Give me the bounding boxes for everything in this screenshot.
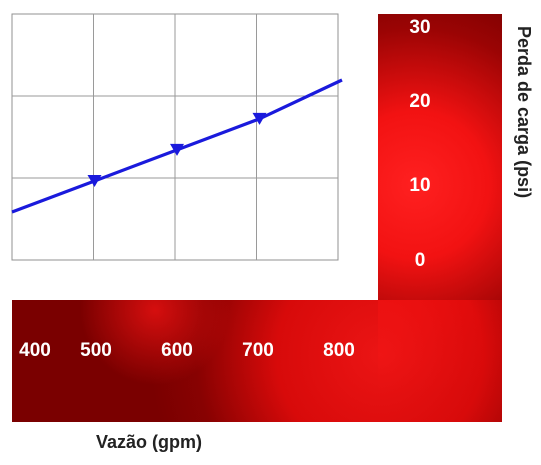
y-tick-label: 0 bbox=[415, 250, 426, 271]
grid-lines bbox=[12, 14, 338, 260]
x-tick-label: 600 bbox=[161, 340, 193, 361]
frame-glow-spot bbox=[12, 300, 312, 422]
x-tick-label: 700 bbox=[242, 340, 274, 361]
axis-frame bbox=[12, 14, 502, 422]
y-tick-label: 20 bbox=[409, 91, 430, 112]
series-marker bbox=[170, 143, 184, 156]
x-tick-label: 400 bbox=[19, 340, 51, 361]
x-tick-labels: 400 500 600 700 800 bbox=[19, 340, 355, 361]
y-axis-label: Perda de carga (psi) bbox=[514, 26, 534, 198]
series-marker bbox=[252, 112, 267, 125]
data-series bbox=[11, 78, 343, 214]
x-tick-label: 500 bbox=[80, 340, 112, 361]
y-tick-label: 30 bbox=[409, 17, 430, 38]
x-tick-label: 800 bbox=[323, 340, 355, 361]
x-axis-label: Vazão (gpm) bbox=[96, 432, 202, 452]
series-marker bbox=[87, 174, 102, 187]
y-tick-label: 10 bbox=[409, 175, 430, 196]
y-tick-labels: 0 10 20 30 bbox=[409, 17, 430, 271]
